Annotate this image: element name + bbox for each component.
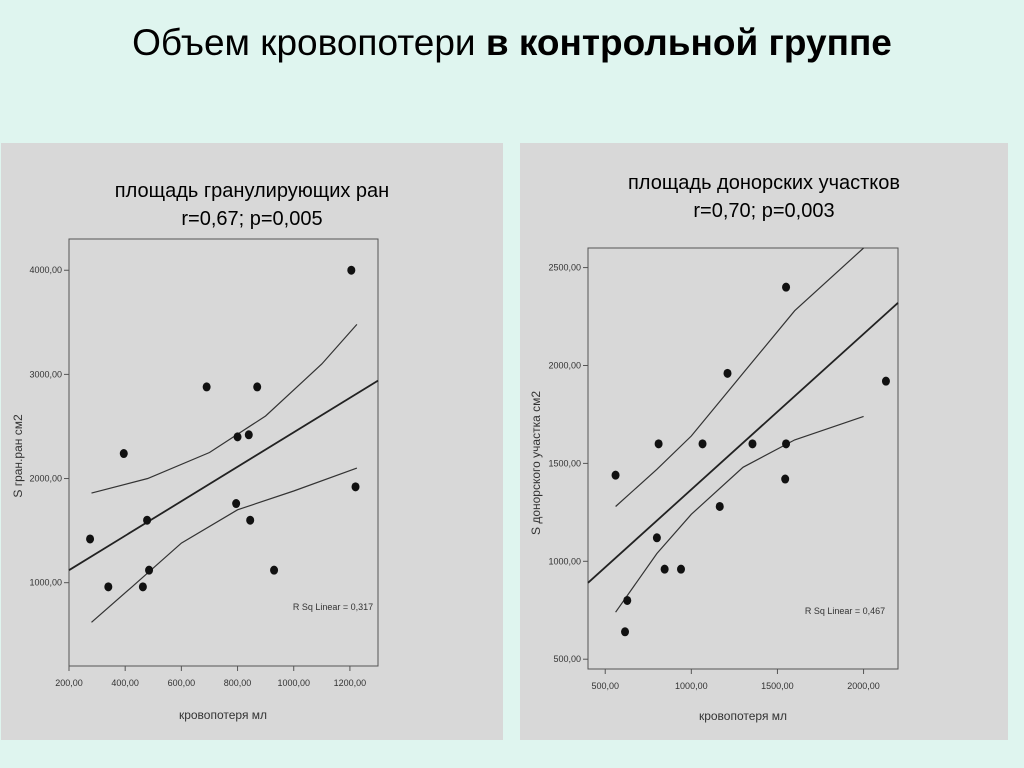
scatter-plot-granulating-wounds: 1000,00 2000,00 3000,00 4000,00 200,00 400,00… bbox=[11, 238, 379, 722]
y-tick-label: 1500,00 bbox=[548, 458, 581, 468]
y-tick-label: 2000,00 bbox=[548, 360, 581, 370]
y-tick-label: 1000,00 bbox=[548, 556, 581, 566]
data-point bbox=[351, 482, 360, 492]
data-point bbox=[698, 439, 707, 449]
chart-title: площадь гранулирующих ран bbox=[114, 180, 390, 202]
data-point bbox=[611, 470, 620, 480]
chart-header: площадь гранулирующих ран r=0,67; p=0,00… bbox=[1, 177, 503, 233]
y-tick-label: 1000,00 bbox=[29, 578, 62, 588]
r-squared-annotation: R Sq Linear = 0,317 bbox=[293, 602, 373, 612]
x-tick-label: 400,00 bbox=[111, 678, 139, 688]
ci-lower-curve bbox=[91, 467, 358, 623]
slide-title-regular: Объем кровопотери bbox=[132, 22, 486, 63]
data-point bbox=[244, 430, 253, 440]
y-tick-label: 2500,00 bbox=[548, 263, 581, 273]
chart-title: площадь донорских участков bbox=[627, 172, 901, 194]
data-point bbox=[677, 564, 685, 574]
x-tick-label: 1000,00 bbox=[675, 681, 708, 691]
chart-panel-granulating-wounds: площадь гранулирующих ран r=0,67; p=0,00… bbox=[1, 143, 503, 740]
regression-line bbox=[68, 379, 379, 571]
data-point bbox=[246, 515, 255, 525]
data-point bbox=[202, 382, 211, 392]
data-point bbox=[253, 382, 262, 392]
data-point bbox=[723, 368, 732, 378]
data-point bbox=[621, 627, 630, 637]
chart-subtitle: r=0,67; p=0,005 bbox=[181, 208, 323, 230]
x-tick-label: 800,00 bbox=[224, 678, 252, 688]
x-tick-label: 600,00 bbox=[168, 678, 196, 688]
data-point bbox=[623, 595, 632, 605]
y-tick-label: 2000,00 bbox=[29, 474, 62, 484]
x-tick-label: 1500,00 bbox=[761, 681, 794, 691]
data-point bbox=[270, 565, 279, 575]
data-point bbox=[881, 376, 890, 386]
slide-title: Объем кровопотери в контрольной группе bbox=[0, 22, 1024, 64]
x-axis-label: кровопотеря мл bbox=[179, 708, 267, 722]
data-point bbox=[145, 565, 154, 575]
data-point bbox=[86, 534, 95, 544]
data-point bbox=[138, 582, 147, 592]
plot-frame bbox=[68, 238, 379, 667]
data-point bbox=[104, 582, 113, 592]
slide-title-bold: в контрольной группе bbox=[485, 22, 892, 63]
data-point bbox=[232, 499, 241, 509]
data-point bbox=[660, 564, 669, 574]
data-point bbox=[233, 432, 242, 442]
data-point bbox=[654, 439, 663, 449]
ci-lower-curve bbox=[615, 415, 864, 613]
x-tick-label: 500,00 bbox=[591, 681, 619, 691]
y-axis-label: S донорского участка см2 bbox=[529, 391, 543, 535]
chart-subtitle: r=0,70; p=0,003 bbox=[693, 200, 835, 222]
r-squared-annotation: R Sq Linear = 0,467 bbox=[805, 606, 885, 616]
plot-frame bbox=[587, 247, 899, 670]
data-point bbox=[782, 439, 791, 449]
x-tick-label: 1000,00 bbox=[277, 678, 310, 688]
data-point bbox=[119, 449, 128, 459]
data-point bbox=[781, 474, 790, 484]
y-axis-label: S гран.ран см2 bbox=[11, 414, 25, 498]
data-point bbox=[652, 533, 661, 543]
chart-header: площадь донорских участков r=0,70; p=0,0… bbox=[520, 169, 1008, 225]
ci-upper-curve bbox=[91, 324, 358, 494]
chart-panel-donor-sites: площадь донорских участков r=0,70; p=0,0… bbox=[520, 143, 1008, 740]
data-point bbox=[347, 265, 356, 275]
x-axis-label: кровопотеря мл bbox=[699, 709, 787, 723]
x-tick-label: 200,00 bbox=[55, 678, 83, 688]
ci-upper-curve bbox=[615, 247, 865, 507]
data-point bbox=[143, 515, 152, 525]
scatter-plot-donor-sites: 500,00 1000,00 1500,00 2000,00 2500,00 500,00… bbox=[529, 247, 899, 723]
y-tick-label: 4000,00 bbox=[29, 265, 62, 275]
x-tick-label: 2000,00 bbox=[847, 681, 880, 691]
data-point bbox=[782, 282, 791, 292]
x-tick-label: 1200,00 bbox=[334, 678, 367, 688]
data-point bbox=[715, 501, 724, 511]
y-tick-label: 500,00 bbox=[553, 654, 581, 664]
data-point bbox=[748, 439, 757, 449]
y-tick-label: 3000,00 bbox=[29, 369, 62, 379]
regression-line bbox=[587, 302, 899, 584]
